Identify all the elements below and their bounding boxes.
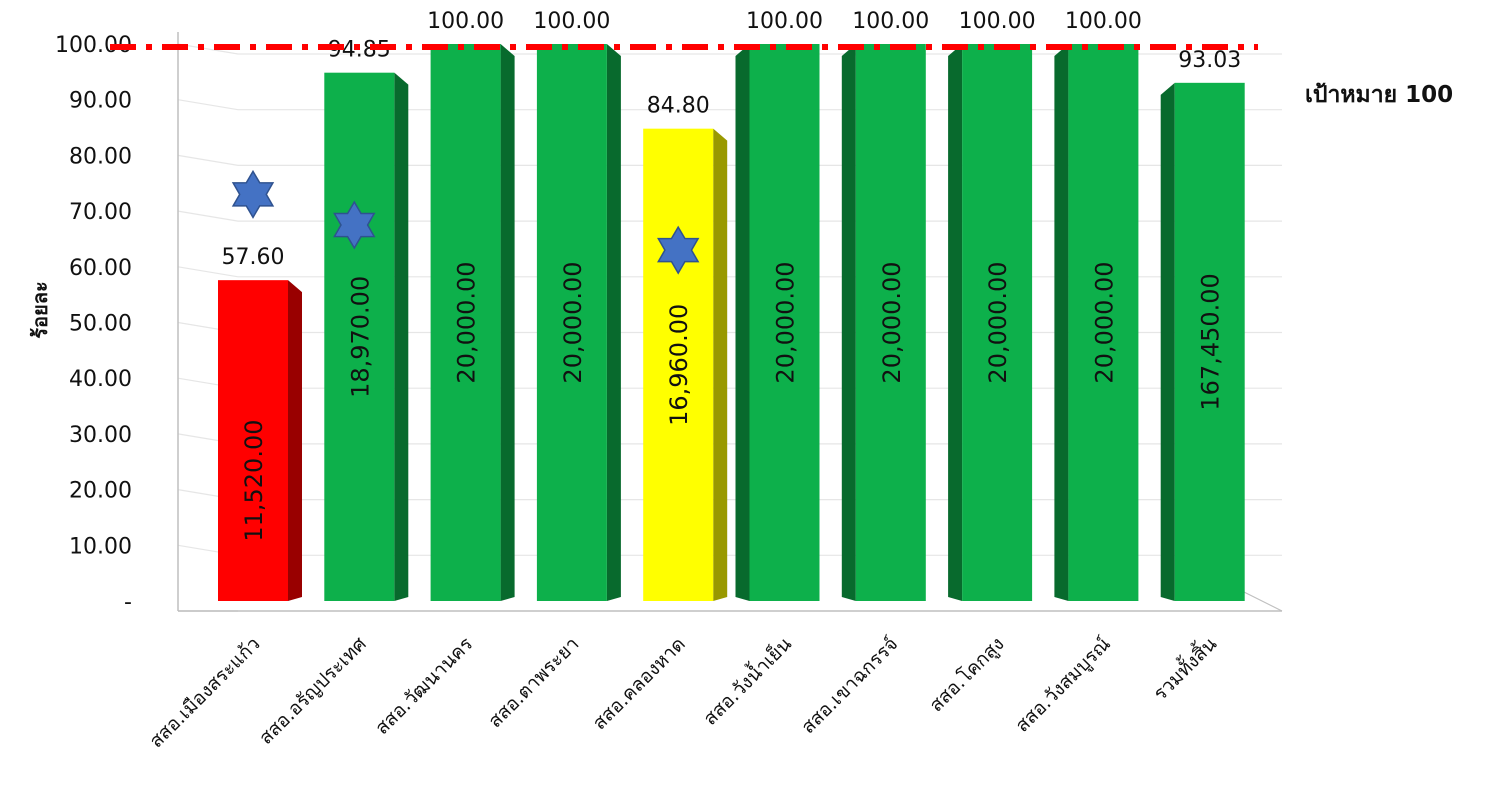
category-label: สสอ.ตาพระยา — [484, 633, 583, 732]
bar-side — [500, 44, 515, 601]
y-tick-label: 10.00 — [69, 534, 132, 559]
bar-inner-label: 167,450.00 — [1197, 273, 1225, 410]
y-tick-label: 50.00 — [69, 312, 132, 337]
bar — [324, 72, 395, 602]
gridline — [177, 210, 1282, 222]
category-label: สสอ.โคกสูง — [925, 632, 1009, 716]
bar-inner-label: 11,520.00 — [240, 420, 268, 542]
bar-side — [713, 128, 728, 601]
category-label: รวมทั้งสิ้น — [1147, 631, 1221, 705]
gridline — [177, 99, 1282, 111]
y-tick-label: 60.00 — [69, 256, 132, 281]
bar-value-label: 93.03 — [1178, 48, 1241, 73]
markers — [231, 169, 700, 275]
bar-inner-label: 20,000.00 — [878, 261, 906, 383]
bar-value-label: 84.80 — [647, 94, 710, 119]
category-label: สสอ.เมืองสระแก้ว — [145, 633, 264, 752]
bar-value-label: 57.60 — [222, 245, 285, 270]
target-label: เป้าหมาย 100 — [1305, 82, 1453, 108]
bar — [962, 44, 1033, 601]
bar-value-label: 100.00 — [427, 9, 504, 34]
category-label: สสอ.อรัญประเทศ — [255, 633, 371, 749]
category-label: สสอ.วัฒนานคร — [371, 633, 477, 739]
bar — [643, 128, 714, 601]
bar — [855, 44, 926, 601]
gridline — [177, 154, 1282, 166]
bar — [1068, 44, 1139, 601]
bar-value-label: 100.00 — [959, 9, 1036, 34]
bar-side — [735, 44, 750, 601]
bar — [536, 44, 607, 601]
bar-inner-label: 20,000.00 — [559, 261, 587, 383]
bar-side — [288, 280, 302, 601]
bar-value-label: 100.00 — [533, 9, 610, 34]
bar-inner-label: 18,970.00 — [346, 276, 374, 398]
category-label: สสอ.คลองหาด — [588, 633, 689, 734]
bar-side — [394, 72, 409, 602]
category-label: สสอ.วังน้ำเย็น — [697, 631, 796, 730]
bars — [218, 44, 1245, 602]
bar-inner-label: 20,000.00 — [984, 261, 1012, 383]
star-marker — [333, 200, 376, 250]
category-label: สสอ.เขาฉกรรจ์ — [797, 633, 902, 738]
y-tick-label: 40.00 — [69, 367, 132, 392]
bar-inner-label: 20,000.00 — [772, 261, 800, 383]
bar — [1174, 82, 1245, 602]
bar-value-label: 100.00 — [1065, 9, 1142, 34]
bar-side — [948, 44, 963, 601]
star-marker — [231, 169, 275, 219]
bar-side — [606, 44, 621, 601]
bar-value-label: 94.85 — [328, 38, 391, 63]
y-axis-label: ร้อยละ — [28, 281, 52, 338]
bar — [430, 44, 501, 601]
bar-inner-label: 20,000.00 — [1090, 261, 1118, 383]
y-tick-label: 70.00 — [69, 200, 132, 225]
bar-side — [1054, 44, 1069, 601]
bar-value-label: 100.00 — [852, 9, 929, 34]
bar — [749, 44, 820, 601]
bar — [218, 280, 288, 601]
y-tick-label: - — [124, 590, 132, 615]
bar-value-label: 100.00 — [746, 9, 823, 34]
bar-inner-label: 16,960.00 — [665, 304, 693, 426]
y-tick-label: 80.00 — [69, 144, 132, 169]
gridline — [177, 266, 1282, 278]
y-tick-label: 30.00 — [69, 423, 132, 448]
bar-inner-label: 20,000.00 — [453, 261, 481, 383]
star-marker — [657, 225, 700, 275]
y-tick-label: 90.00 — [69, 89, 132, 114]
category-label: สสอ.วังสมบูรณ์ — [1011, 633, 1115, 737]
x-axis-floor-edge — [1241, 590, 1283, 612]
bar-side — [841, 44, 856, 601]
axes: - 10.00 20.00 30.00 40.00 50.00 60.00 70.00 80.0… — [55, 32, 1283, 615]
y-tick-label: 20.00 — [69, 479, 132, 504]
bar-side — [1160, 82, 1175, 602]
